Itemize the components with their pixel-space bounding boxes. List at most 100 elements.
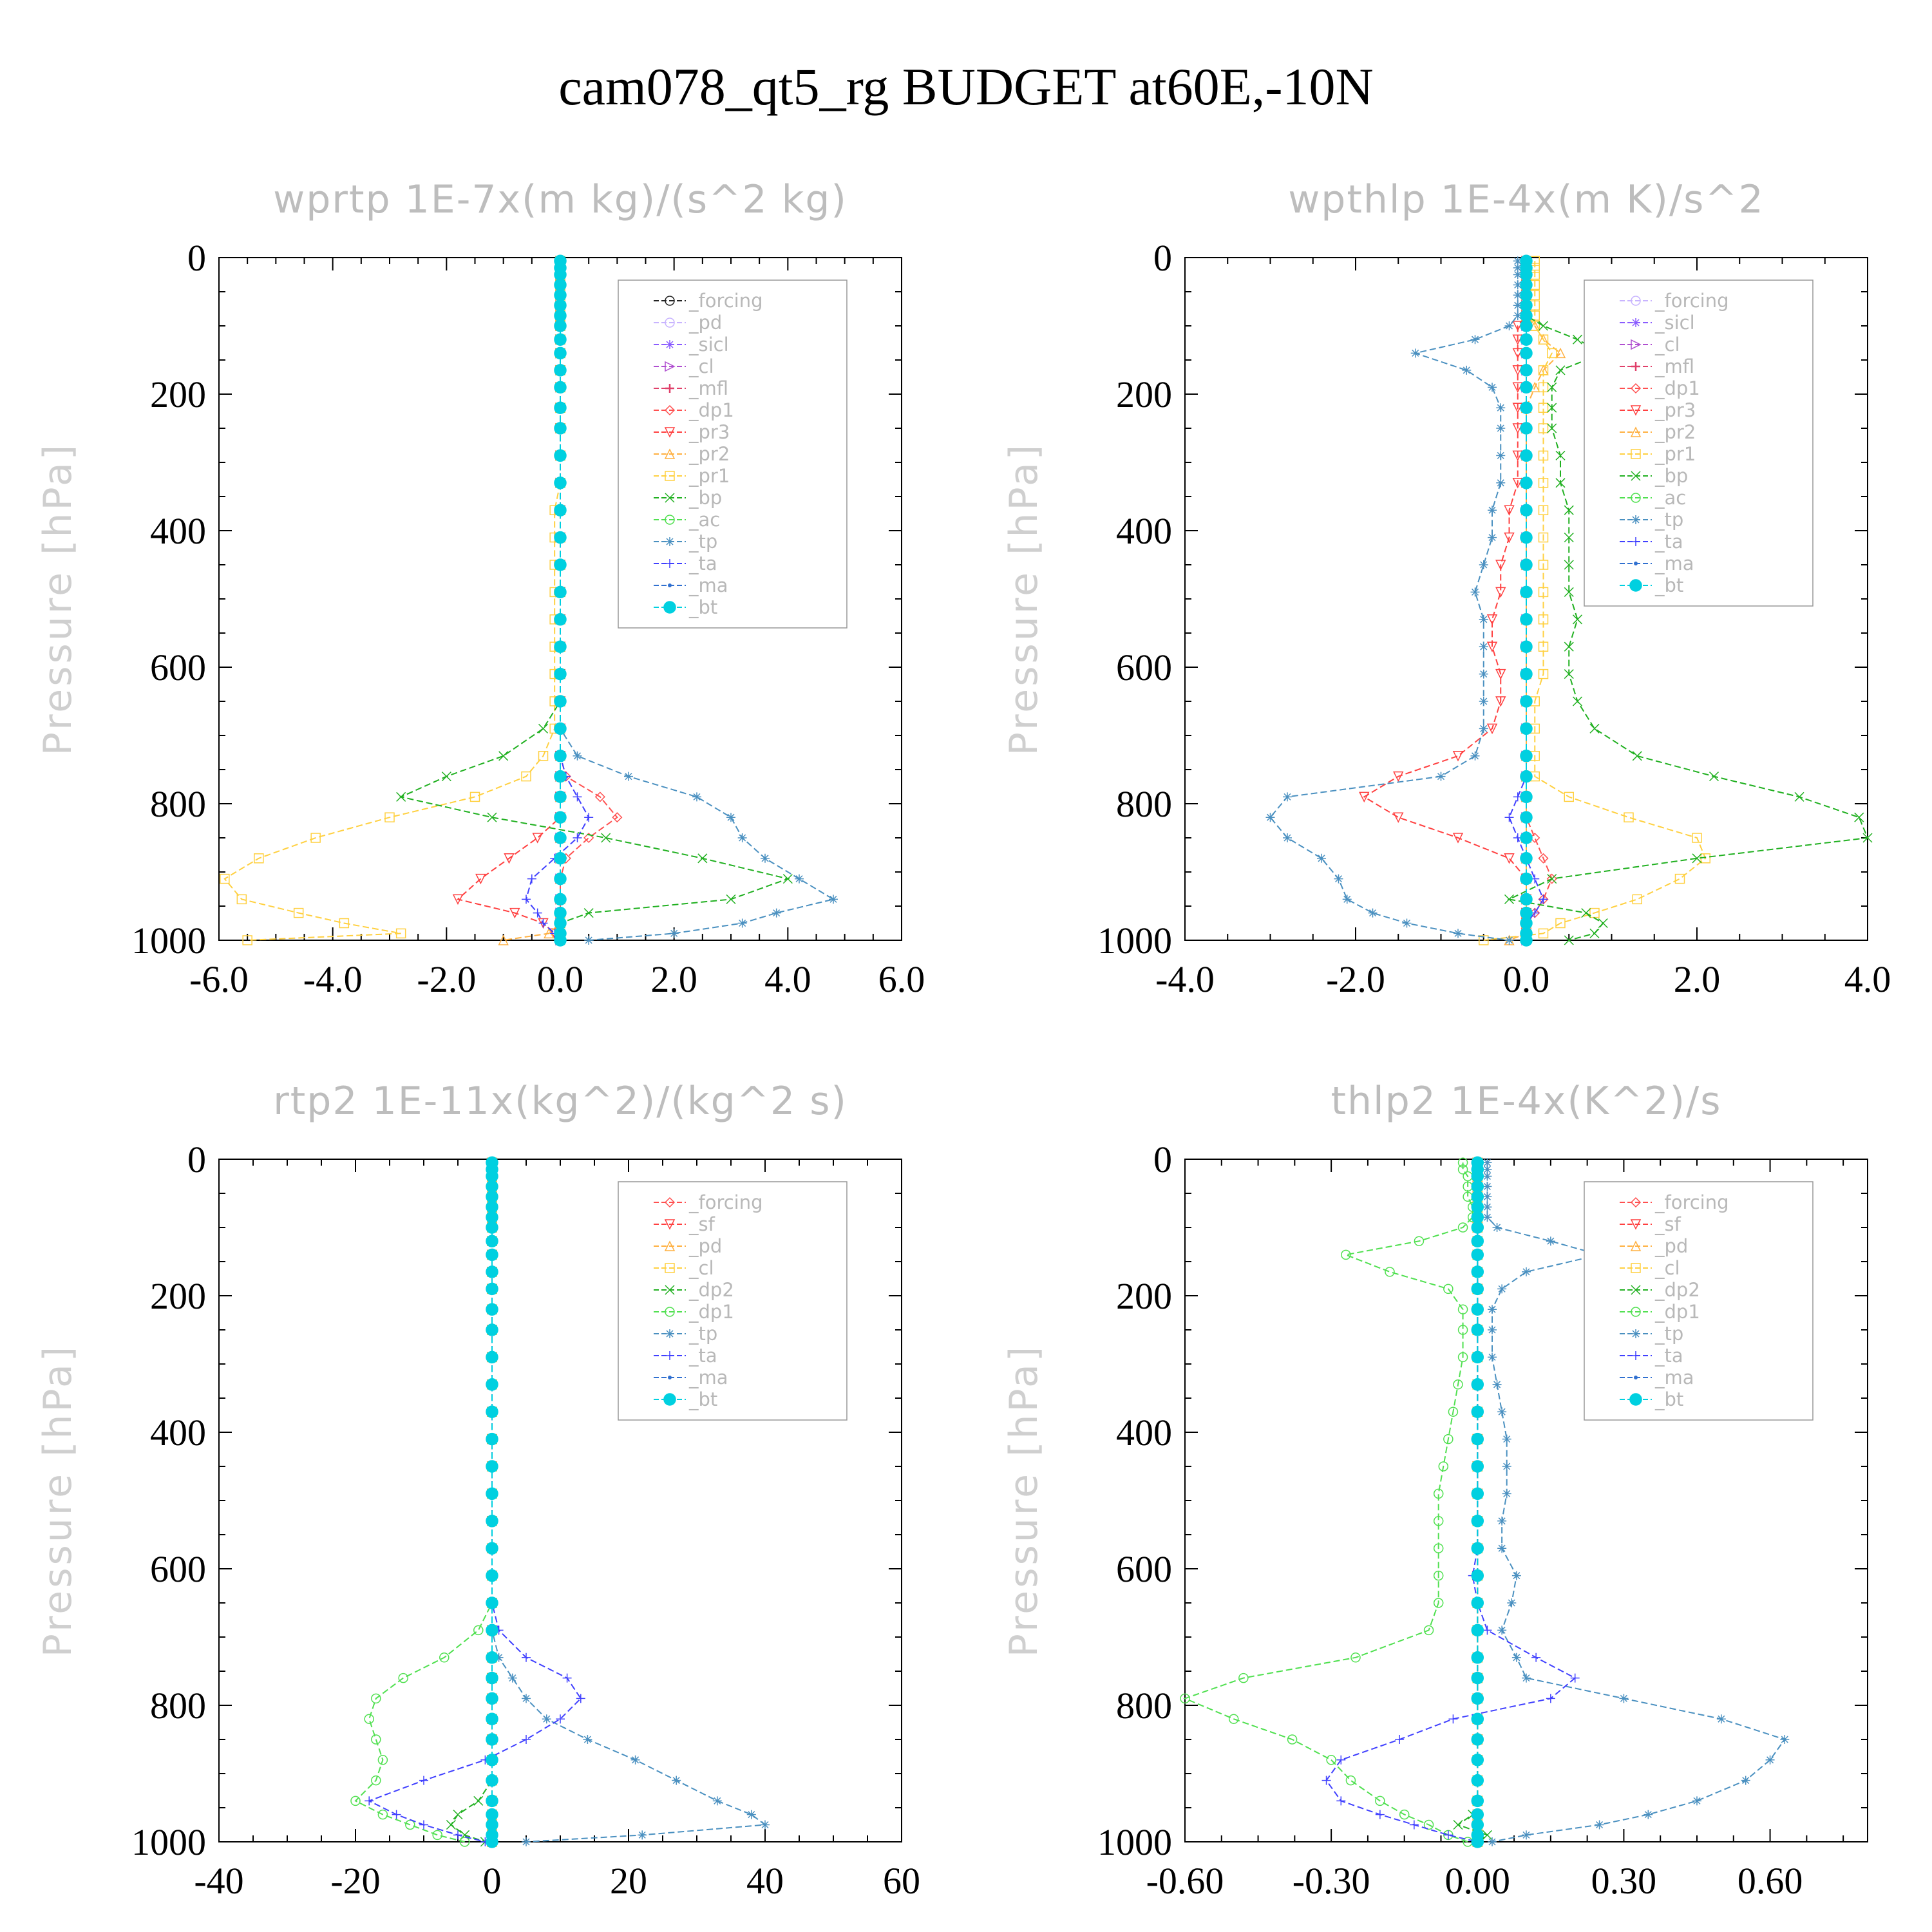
panel-wpthlp: wpthlp 1E-4x(m K)/s^2 Pressure [hPa] 0 200 4… xyxy=(1001,177,1891,1000)
data-point xyxy=(1511,1653,1521,1662)
data-point xyxy=(1780,1735,1790,1744)
data-point xyxy=(486,1733,498,1746)
data-point xyxy=(1572,334,1583,345)
data-point xyxy=(1520,852,1533,865)
data-point xyxy=(527,874,536,884)
data-point xyxy=(1520,558,1533,571)
data-point xyxy=(486,1265,498,1278)
data-point xyxy=(1471,1754,1484,1766)
legend-label: _forcing xyxy=(688,290,763,312)
data-point xyxy=(1479,697,1488,706)
panel-title: rtp2 1E-11x(kg^2)/(kg^2 s) xyxy=(273,1079,848,1124)
data-point xyxy=(1520,477,1533,489)
data-point xyxy=(1564,560,1574,570)
data-point xyxy=(377,1809,388,1820)
data-point xyxy=(1674,873,1685,884)
data-point xyxy=(1471,1712,1484,1725)
data-point xyxy=(1471,1515,1484,1528)
data-point xyxy=(1452,751,1464,762)
legend-box xyxy=(1584,1181,1814,1421)
data-point xyxy=(1479,642,1488,652)
panel-title: thlp2 1E-4x(K^2)/s xyxy=(1331,1079,1721,1124)
series-ta xyxy=(365,1158,585,1846)
data-point xyxy=(1375,1795,1385,1806)
data-point xyxy=(1433,1598,1444,1608)
x-tick-label: -2.0 xyxy=(417,958,476,1000)
x-tick-label: -20 xyxy=(330,1860,380,1902)
data-point xyxy=(1538,505,1549,515)
legend-marker xyxy=(1631,296,1641,306)
legend-label: _pd xyxy=(688,1235,722,1257)
legend-label: _tp xyxy=(1654,509,1683,531)
data-point xyxy=(1470,751,1480,761)
legend-marker xyxy=(1631,1285,1641,1295)
data-point xyxy=(236,894,247,905)
y-tick-label: 0 xyxy=(1153,237,1172,279)
legend-marker xyxy=(665,340,674,349)
data-point xyxy=(1547,874,1557,884)
data-point xyxy=(1502,1489,1511,1499)
data-point xyxy=(1538,641,1549,652)
data-point xyxy=(1457,1222,1468,1233)
data-point xyxy=(1471,1248,1484,1262)
data-point xyxy=(554,585,567,599)
data-point xyxy=(486,1248,498,1262)
data-point xyxy=(583,832,594,844)
data-point xyxy=(486,1515,498,1528)
legend-box xyxy=(1584,279,1814,607)
data-point xyxy=(1470,587,1480,597)
legend-marker xyxy=(665,1329,674,1338)
data-point xyxy=(1228,1714,1239,1724)
data-point xyxy=(554,852,567,865)
data-point xyxy=(504,853,515,864)
y-axis-label: Pressure [hPa] xyxy=(35,442,80,755)
data-point xyxy=(1513,280,1522,290)
data-point xyxy=(1496,403,1506,413)
data-point xyxy=(1692,1796,1701,1806)
legend-marker xyxy=(665,515,675,525)
legend-label: _bp xyxy=(1654,465,1688,487)
data-point xyxy=(1497,1625,1507,1635)
legend-marker xyxy=(665,559,674,568)
data-point xyxy=(1504,813,1514,822)
x-tick-label: 2.0 xyxy=(650,958,697,1000)
data-point xyxy=(1486,641,1498,652)
data-point xyxy=(1482,1182,1492,1191)
data-point xyxy=(1520,640,1533,653)
series-ta xyxy=(1321,1158,1580,1846)
data-point xyxy=(473,1795,484,1806)
data-point xyxy=(371,1775,381,1786)
data-point xyxy=(1482,1213,1492,1222)
data-point xyxy=(1765,1755,1775,1765)
legend-label: _dp1 xyxy=(1654,377,1700,399)
data-point xyxy=(1492,1379,1502,1389)
data-point xyxy=(486,1487,498,1501)
y-tick-label: 400 xyxy=(1116,510,1172,552)
legend-label: _tp xyxy=(688,1323,717,1345)
data-point xyxy=(1471,1774,1484,1787)
data-point xyxy=(486,1712,498,1725)
legend-label: _cl xyxy=(688,1257,714,1279)
data-point xyxy=(1520,790,1533,804)
data-point xyxy=(554,790,567,804)
data-point xyxy=(601,833,611,843)
data-point xyxy=(1495,696,1506,707)
data-point xyxy=(1482,1171,1492,1181)
legend-label: _ac xyxy=(688,509,720,531)
data-point xyxy=(498,934,509,945)
data-point xyxy=(486,1692,498,1705)
data-point xyxy=(339,918,350,929)
data-point xyxy=(554,770,567,783)
data-point xyxy=(486,1651,498,1664)
legend-label: _tp xyxy=(1654,1323,1683,1345)
data-point xyxy=(254,853,264,864)
data-point xyxy=(1470,335,1480,345)
legend-marker xyxy=(1634,1376,1638,1379)
data-point xyxy=(1471,1303,1484,1316)
data-point xyxy=(1471,1624,1484,1637)
legend-marker xyxy=(1631,1263,1641,1273)
series-line xyxy=(1509,261,1562,941)
legend-marker xyxy=(1631,318,1640,327)
series-pr2 xyxy=(1504,255,1566,945)
legend-label: _mfl xyxy=(1654,355,1694,377)
